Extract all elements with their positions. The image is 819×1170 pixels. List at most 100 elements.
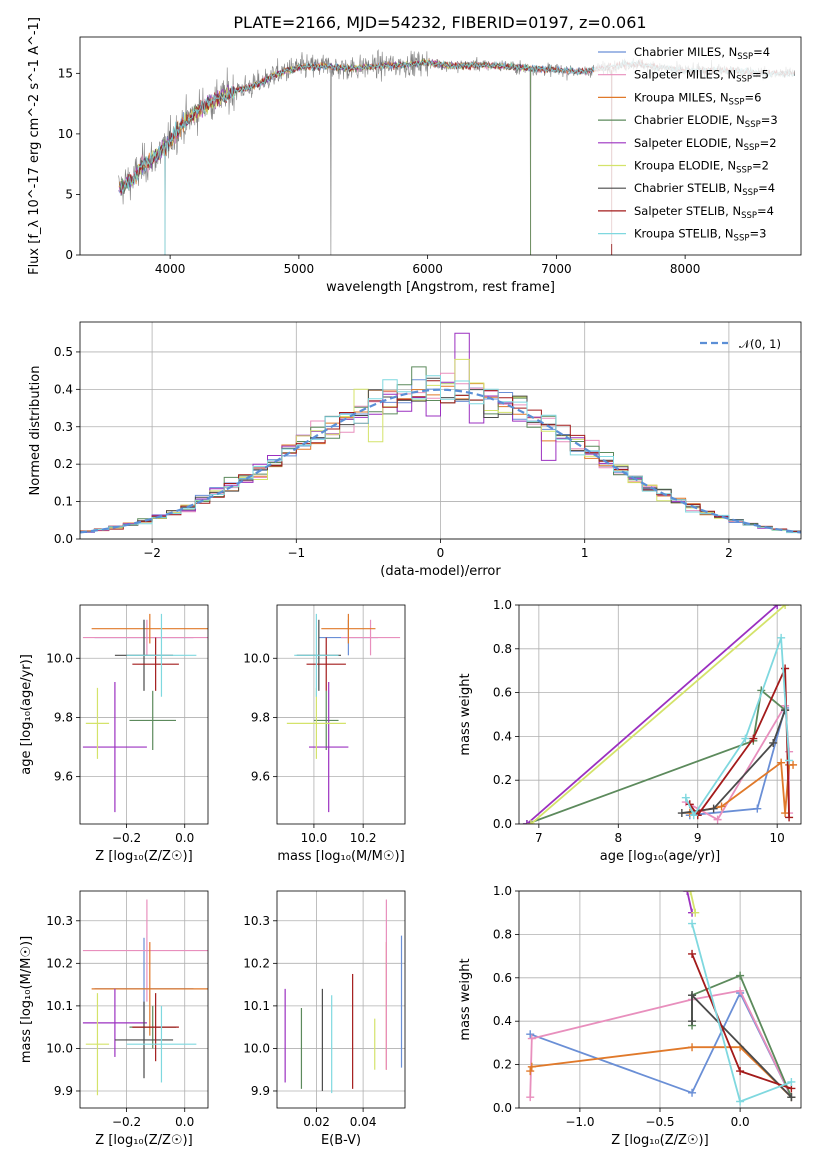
weight-marker (688, 919, 697, 928)
residuals-axes: −2 −1 0 1 2 0.0 0.1 0.2 0.3 0.4 0.5 (data-model)/er… (28, 321, 802, 579)
weight-vs-age-xtick-label: 10 (770, 831, 785, 845)
legend-entry: Salpeter MILES, NSSP=5 (634, 68, 769, 85)
legend-entry: Kroupa ELODIE, NSSP=2 (634, 159, 769, 176)
weight-vs-Z-plot-area (526, 891, 796, 1106)
residuals-xtick-label: 2 (725, 546, 733, 560)
legend-entry: Salpeter STELIB, NSSP=4 (634, 204, 774, 221)
weight-marker (717, 802, 726, 811)
legend-entry: Kroupa STELIB, NSSP=3 (634, 227, 766, 244)
legend-entry-count: =5 (752, 68, 769, 82)
weight-vs-Z-ytick-label: 0.8 (493, 927, 512, 941)
legend-entry-count: =4 (753, 45, 770, 59)
age-vs-Z-ytick-label: 9.8 (54, 710, 73, 724)
weight-marker (736, 971, 745, 980)
legend-entry-name: Chabrier ELODIE, N (634, 113, 745, 127)
weight-marker (781, 605, 790, 609)
legend-entry-name: Chabrier MILES, N (634, 45, 737, 59)
weight-marker (749, 734, 758, 743)
spectrum-ylabel: Flux [f_λ 10^-17 erg cm^-2 s^-1 A^-1] (27, 17, 42, 275)
spectrum-xlabel: wavelength [Angstrom, rest frame] (326, 280, 555, 295)
weight-marker (522, 820, 531, 824)
spectrum-ytick-label: 5 (65, 187, 73, 201)
weight-line (526, 688, 786, 824)
weight-marker (787, 1093, 796, 1102)
weight-vs-Z-axes: −1.0 −0.5 0.0 0.0 0.2 0.4 0.6 0.8 1.0 Z [log₁₀(Z/… (458, 884, 802, 1148)
axes-frame (518, 890, 802, 1109)
weight-marker (785, 756, 794, 765)
weight-marker (526, 1030, 535, 1039)
weight-vs-age-plot-area (522, 605, 798, 824)
residuals-xlabel: (data-model)/error (380, 564, 501, 579)
age-vs-Z-ytick-label: 10.0 (46, 651, 73, 665)
mass-vs-ebv-ytick-label: 9.9 (251, 1084, 270, 1098)
residuals-ytick-label: 0.3 (54, 420, 73, 434)
legend-entry-count: =2 (760, 136, 777, 150)
spectrum-model-line (118, 58, 608, 189)
weight-line (686, 891, 693, 913)
mass-vs-Z-ylabel: mass [log₁₀(M/M☉)] (19, 936, 34, 1063)
weight-marker (526, 820, 535, 824)
legend-entry-count: =2 (752, 159, 769, 173)
legend-entry-name: Kroupa ELODIE, N (634, 159, 736, 173)
weight-marker (736, 1067, 745, 1076)
spectrum-model-line (118, 60, 608, 194)
residuals-plot-area (80, 332, 801, 534)
residuals-xtick-label: −2 (143, 546, 161, 560)
age-vs-mass-ytick-label: 10.0 (243, 651, 270, 665)
weight-marker (769, 738, 778, 747)
age-vs-mass-ytick-label: 9.8 (251, 710, 270, 724)
residuals-xtick-label: 0 (437, 546, 445, 560)
weight-vs-age-ylabel: mass weight (458, 673, 473, 755)
axes-frame (79, 604, 209, 825)
weight-marker (787, 1077, 796, 1086)
mass-vs-Z-xtick-label: 0.0 (175, 1115, 194, 1129)
legend-entry-sub: SSP (742, 188, 758, 198)
age-vs-Z-ylabel: age [log₁₀(age/yr)] (19, 654, 34, 775)
weight-marker (713, 815, 722, 824)
spectrum-legend: Chabrier MILES, N SSP =4 Salpeter MILES, NS… (594, 44, 794, 244)
weight-vs-Z-ytick-label: 1.0 (493, 884, 512, 898)
legend-entry-sub: SSP (736, 166, 752, 176)
axes-frame (518, 604, 802, 825)
residuals-ytick-label: 0.1 (54, 495, 73, 509)
weight-marker (709, 804, 718, 813)
weight-marker (688, 1088, 697, 1097)
weight-vs-age-xtick-label: 9 (694, 831, 702, 845)
weight-marker (688, 1017, 697, 1026)
weight-marker (683, 891, 692, 895)
spectrum-legend-box (594, 44, 794, 244)
legend-entry-name: Kroupa MILES, N (634, 90, 729, 104)
legend-entry: 𝒩(0, 1) (739, 337, 781, 351)
weight-vs-Z-ytick-label: 0.4 (493, 1014, 512, 1028)
weight-line (691, 923, 792, 1103)
figure-title: PLATE=2166, MJD=54232, FIBERID=0197, z=0… (233, 13, 646, 32)
weight-marker (753, 804, 762, 813)
residuals-ylabel: Normed distribution (28, 366, 43, 496)
weight-vs-age-ytick-label: 0.2 (493, 773, 512, 787)
residuals-xtick-label: 1 (581, 546, 589, 560)
legend-entry-sub: SSP (736, 75, 752, 85)
weight-marker (526, 1093, 535, 1102)
spectrum-ytick-label: 15 (58, 66, 73, 80)
weight-line (529, 1046, 793, 1098)
mass-vs-ebv-axes: 0.02 0.04 9.9 10.0 10.1 10.2 10.3 E(B-V) (243, 890, 406, 1148)
mass-vs-Z-ytick-label: 10.2 (46, 956, 73, 970)
axes-frame (79, 36, 802, 256)
weight-marker (686, 891, 695, 895)
spectrum-xtick-label: 8000 (670, 262, 701, 276)
legend-entry: Chabrier ELODIE, NSSP=3 (634, 113, 778, 130)
weight-vs-age-xtick-label: 8 (614, 831, 622, 845)
mass-vs-Z-ytick-label: 10.1 (46, 999, 73, 1013)
weight-line (526, 605, 778, 824)
mass-vs-ebv-ytick-label: 10.2 (243, 956, 270, 970)
weight-marker (677, 809, 686, 818)
residuals-ytick-label: 0.0 (54, 532, 73, 546)
legend-entry-count: =4 (757, 204, 774, 218)
weight-marker (527, 1062, 536, 1071)
residuals-xtick-label: −1 (287, 546, 305, 560)
weight-marker (736, 1097, 745, 1106)
legend-entry-count: =6 (744, 90, 761, 104)
weight-marker (688, 949, 697, 958)
age-vs-mass-xtick-label: 10.2 (350, 831, 377, 845)
